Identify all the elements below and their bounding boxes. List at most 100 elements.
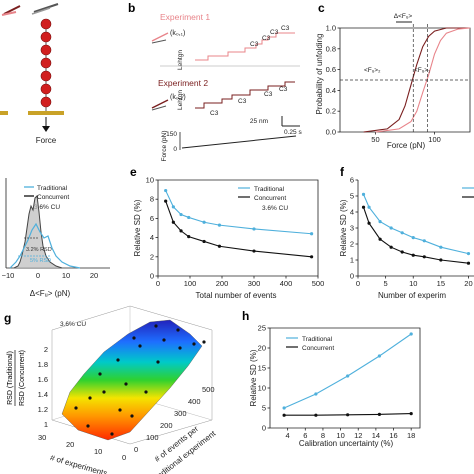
c-plot-area: 50 100 0.0 0.2 0.4 0.6 0.8 1.0: [326, 24, 471, 144]
h-ytick-label: 20: [258, 344, 266, 353]
f-point-concurrent: [422, 255, 426, 259]
delta-fu-label: Δ<Fᵤ>: [394, 13, 413, 20]
g-zlabel-top: RSD (Traditional): [7, 351, 14, 405]
force-tick-150: 150: [166, 131, 177, 138]
c-ytick-label: 0.2: [326, 107, 336, 116]
f-ytick-label: 4: [350, 208, 354, 217]
e-plot-area: 0 100 200 300 400 500 0 2 4 6 8 10: [146, 176, 325, 289]
panel-e: e Relative SD (%) Total number of events…: [130, 165, 324, 300]
h-xtick-label: 6: [303, 431, 307, 440]
panel-a: Force: [0, 3, 64, 145]
f-ytick-label: 2: [350, 240, 354, 249]
h-xtick-label: 18: [407, 431, 415, 440]
e-point-concurrent: [217, 244, 222, 248]
e-ytick-label: 8: [150, 195, 154, 204]
g-yticks: 0 100 200 300 400 500: [134, 385, 215, 454]
e-xtick-label: 100: [184, 279, 197, 288]
e-ytick-label: 0: [150, 272, 154, 281]
e-xtick-label: 200: [216, 279, 229, 288]
e-legend-traditional: Traditional: [254, 186, 285, 193]
f-point-traditional: [466, 252, 471, 256]
panel-letter-c: c: [318, 1, 325, 15]
panel-g: g 3.6% CU RSD (Traditional) RSD (Concurr…: [4, 305, 218, 474]
d-rsd-traditional: 5% RSD: [30, 258, 51, 264]
svg-text:C3: C3: [270, 29, 279, 36]
force-axis-label: Force (pN): [161, 130, 168, 161]
g-cu-label: 3.6% CU: [60, 321, 86, 328]
experiment-1-param: (k₀,₁): [170, 30, 185, 37]
pipette-1-icon: [151, 32, 169, 42]
c-ytick-label: 0.6: [326, 65, 336, 74]
svg-text:300: 300: [174, 409, 187, 418]
svg-text:−10: −10: [2, 271, 15, 280]
svg-text:C3: C3: [279, 86, 288, 93]
e-xtick-label: 300: [248, 279, 261, 288]
f-point-concurrent: [400, 250, 404, 254]
pipette-tip-icon: [1, 11, 17, 16]
d-legend-traditional: Traditional: [37, 185, 68, 192]
h-xlabel: Calibration uncertainty (%): [299, 439, 394, 448]
svg-text:10: 10: [62, 271, 70, 280]
f-ytick-label: 0: [350, 272, 354, 281]
e-axes: [157, 179, 319, 277]
h-xtick-label: 4: [286, 431, 290, 440]
f-xtick-label: 15: [437, 279, 445, 288]
e-series-traditional: [165, 190, 312, 235]
e-point-concurrent: [202, 239, 206, 244]
h-xtick-label: 16: [389, 431, 397, 440]
h-plot-area: 4 6 8 10 12 14 16 18 0 5 10 15 20 25: [258, 324, 421, 440]
d-hist-traditional: [9, 222, 81, 269]
svg-text:C3: C3: [264, 91, 273, 98]
f-point-concurrent: [439, 258, 443, 262]
surface-left: [0, 111, 8, 115]
svg-text:400: 400: [188, 397, 201, 406]
surface: [28, 111, 64, 115]
experiment-2-param: (k₀,₂): [170, 94, 186, 101]
tether-icon: [33, 3, 59, 13]
c-xlabel: Force (pN): [387, 141, 426, 150]
panel-d: Traditional Concurrent 3.6% CU 3.2% RSD …: [2, 178, 110, 298]
h-legend-traditional: Traditional: [302, 336, 333, 343]
e-xtick-label: 500: [312, 279, 325, 288]
f-ytick-label: 3: [350, 224, 354, 233]
h-xtick-label: 10: [336, 431, 344, 440]
e-point-traditional: [179, 212, 183, 217]
h-point-traditional: [409, 332, 413, 336]
svg-text:20: 20: [66, 440, 74, 449]
pipette-2-icon: [151, 99, 169, 109]
h-xtick-label: 12: [354, 431, 362, 440]
e-legend-concurrent: Concurrent: [254, 195, 286, 202]
panel-letter-b: b: [128, 1, 135, 15]
f-xtick-label: 5: [384, 279, 388, 288]
panel-h: h Relative SD (%) Calibration uncertaint…: [242, 309, 421, 448]
h-xtick-label: 14: [372, 431, 380, 440]
pipette-icon: [3, 5, 21, 15]
e-point-concurrent: [187, 235, 191, 239]
panel-letter-e: e: [130, 165, 137, 179]
panel-f: f Relative SD (%) Number of experim 0 5 10…: [339, 165, 474, 300]
c-series-exp2: [363, 27, 470, 133]
f-xtick-label: 10: [409, 279, 417, 288]
e-point-concurrent: [171, 220, 175, 224]
f-point-traditional: [378, 220, 382, 224]
svg-text:0: 0: [122, 453, 126, 462]
c-axes: [339, 27, 471, 133]
h-point-concurrent: [314, 413, 318, 417]
f-point-traditional: [400, 231, 404, 235]
svg-text:30: 30: [38, 433, 46, 442]
e-ytick-label: 4: [150, 233, 154, 242]
svg-text:100: 100: [146, 433, 159, 442]
c-ytick-label: 1.0: [326, 24, 336, 33]
svg-text:C3: C3: [210, 110, 219, 117]
scale-s-label: 0.25 s: [284, 129, 302, 136]
f-ytick-label: 6: [350, 176, 354, 185]
svg-text:C3: C3: [262, 35, 271, 42]
svg-text:1.6: 1.6: [38, 375, 48, 384]
e-series-concurrent: [165, 200, 312, 258]
svg-text:0: 0: [134, 445, 138, 454]
h-ytick-label: 5: [262, 404, 266, 413]
e-point-concurrent: [310, 255, 314, 259]
f-ytick-label: 1: [350, 256, 354, 265]
svg-text:1.2: 1.2: [38, 405, 48, 414]
